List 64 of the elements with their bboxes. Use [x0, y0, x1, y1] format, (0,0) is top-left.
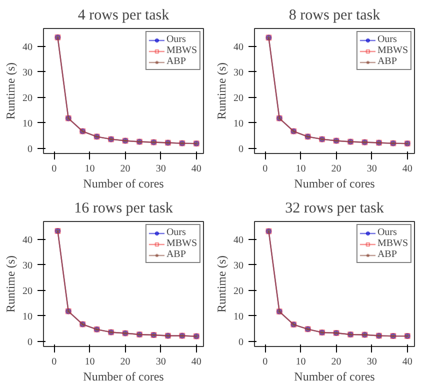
y-tick-label: 20 — [22, 286, 32, 297]
y-tick-label: 0 — [28, 336, 32, 348]
y-tick-label: 40 — [22, 234, 32, 246]
x-tick-label: 0 — [52, 164, 57, 174]
x-tick-label: 20 — [331, 164, 342, 174]
x-axis-title: Number of cores — [294, 370, 376, 384]
x-tick-label: 10 — [296, 164, 306, 174]
y-axis-title: Runtime (s) — [4, 62, 18, 120]
y-tick-label: 0 — [28, 144, 32, 155]
y-tick-label: 0 — [238, 336, 244, 348]
x-axis-title: Number of cores — [294, 176, 376, 190]
y-tick-label: 30 — [22, 260, 32, 272]
y-axis-title: Runtime (s) — [214, 62, 228, 120]
y-tick-label: 30 — [22, 67, 32, 78]
legend-label: ABP — [377, 249, 398, 260]
y-tick-label: 40 — [234, 234, 244, 246]
x-tick-label: 20 — [120, 356, 130, 368]
y-tick-label: 30 — [234, 67, 244, 78]
x-tick-label: 30 — [156, 356, 166, 368]
legend-label: ABP — [166, 249, 186, 260]
x-tick-label: 0 — [52, 356, 57, 368]
y-tick-label: 10 — [22, 118, 32, 130]
x-tick-label: 40 — [402, 356, 412, 368]
x-tick-label: 40 — [191, 164, 202, 174]
chart-title: 4 rows per task — [78, 8, 170, 24]
legend-label: Ours — [166, 227, 186, 238]
legend-label: MBWS — [377, 45, 408, 56]
x-tick-label: 40 — [402, 164, 412, 174]
y-tick-label: 40 — [22, 42, 32, 53]
chart-title: 16 rows per task — [74, 200, 174, 216]
y-tick-label: 40 — [234, 42, 244, 53]
legend-label: MBWS — [166, 238, 197, 249]
chart-title: 32 rows per task — [285, 200, 384, 216]
legend-label: Ours — [166, 34, 186, 45]
x-tick-label: 30 — [366, 164, 377, 174]
y-tick-label: 10 — [22, 311, 32, 322]
x-tick-label: 40 — [191, 356, 202, 368]
x-axis-title: Number of cores — [83, 176, 164, 190]
x-tick-label: 0 — [262, 356, 268, 368]
y-tick-label: 20 — [234, 92, 244, 104]
y-tick-label: 30 — [234, 260, 244, 272]
legend-label: Ours — [377, 227, 398, 238]
x-tick-label: 30 — [366, 356, 377, 368]
y-tick-label: 20 — [234, 286, 244, 297]
chart-title: 8 rows per task — [288, 8, 381, 24]
legend-label: Ours — [377, 34, 398, 45]
x-tick-label: 20 — [331, 356, 342, 368]
y-tick-label: 10 — [234, 118, 244, 130]
y-tick-label: 20 — [22, 92, 32, 104]
y-axis-title: Runtime (s) — [4, 255, 18, 312]
x-tick-label: 10 — [84, 164, 95, 174]
y-tick-label: 0 — [238, 144, 244, 155]
y-axis-title: Runtime (s) — [214, 255, 228, 312]
x-axis-title: Number of cores — [83, 370, 164, 384]
x-tick-label: 30 — [156, 164, 166, 174]
x-tick-label: 10 — [84, 356, 95, 368]
legend-label: ABP — [377, 56, 398, 67]
x-tick-label: 10 — [296, 356, 306, 368]
x-tick-label: 0 — [262, 164, 268, 174]
x-tick-label: 20 — [120, 164, 130, 174]
legend-label: ABP — [166, 56, 186, 67]
legend-label: MBWS — [377, 238, 408, 249]
legend-label: MBWS — [166, 45, 197, 56]
y-tick-label: 10 — [234, 311, 244, 322]
